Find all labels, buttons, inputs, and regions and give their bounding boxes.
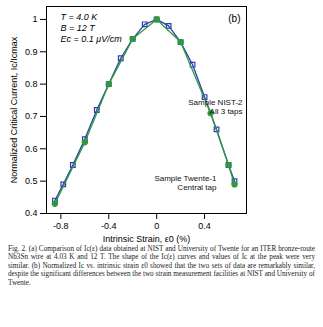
svg-text:0.5: 0.5 <box>25 176 38 186</box>
svg-text:Normalized Critical Current, I: Normalized Critical Current, Ic/Icmax <box>9 36 19 183</box>
svg-text:T = 4.0 K: T = 4.0 K <box>61 12 99 22</box>
svg-text:0.7: 0.7 <box>25 111 38 121</box>
svg-text:(b): (b) <box>228 13 240 24</box>
svg-text:0.4: 0.4 <box>25 208 38 218</box>
svg-text:Ec = 0.1 μV/cm: Ec = 0.1 μV/cm <box>61 34 123 44</box>
svg-text:-0.8: -0.8 <box>53 221 69 231</box>
svg-text:B = 12 T: B = 12 T <box>61 23 97 33</box>
svg-text:Sample NIST-2All 3 taps: Sample NIST-2All 3 taps <box>188 98 243 116</box>
svg-text:Intrinsic Strain, ε0 (%): Intrinsic Strain, ε0 (%) <box>103 234 191 244</box>
svg-text:1: 1 <box>32 14 37 24</box>
svg-text:Sample Twente-1Central tap: Sample Twente-1Central tap <box>154 174 217 192</box>
svg-text:0: 0 <box>154 221 159 231</box>
html-text:Fig. 2. (a) Comparison of Ic(ε: Fig. 2. (a) Comparison of Ic(ε) data obt… <box>8 245 315 287</box>
svg-text:0.4: 0.4 <box>198 221 211 231</box>
svg-text:0.6: 0.6 <box>25 144 38 154</box>
svg-text:-0.4: -0.4 <box>101 221 117 231</box>
svg-text:0.9: 0.9 <box>25 47 38 57</box>
svg-text:0.8: 0.8 <box>25 79 38 89</box>
